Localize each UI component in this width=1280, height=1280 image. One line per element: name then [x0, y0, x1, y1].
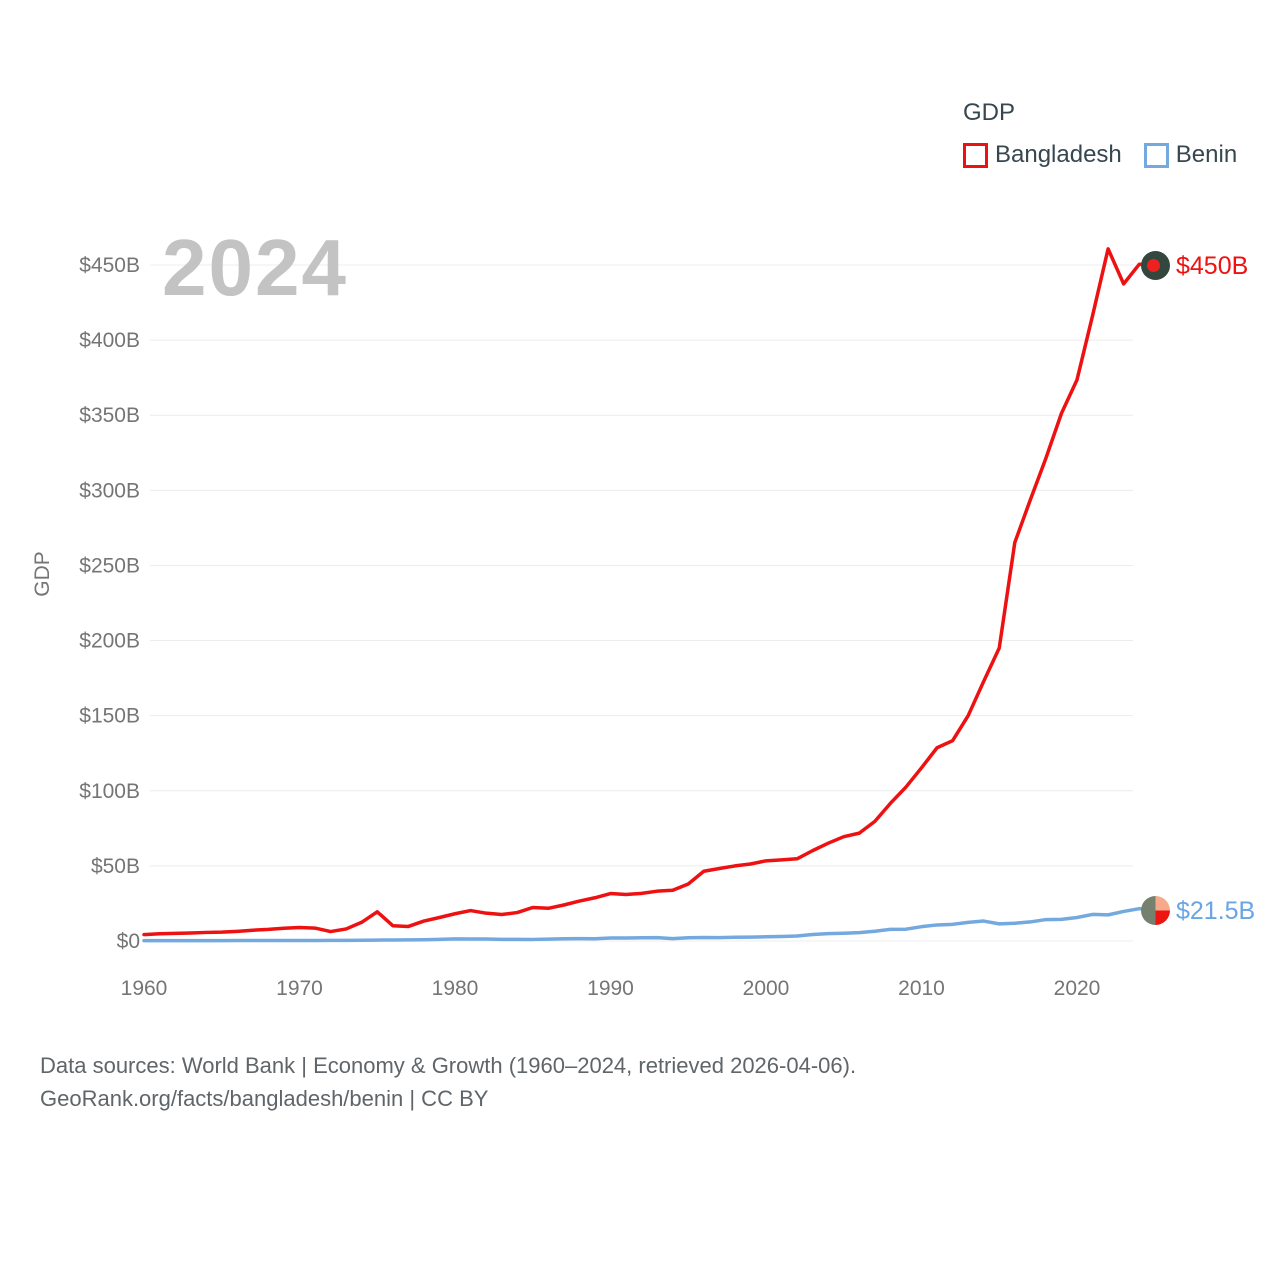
x-tick-label: 1980 [432, 977, 479, 1000]
y-tick-label: $0 [117, 930, 140, 953]
watermark-year: 2024 [162, 223, 348, 312]
y-tick-label: $300B [79, 479, 140, 502]
footer-data-sources: Data sources: World Bank | Economy & Gro… [40, 1053, 857, 1078]
x-tick-label: 2000 [743, 977, 790, 1000]
x-tick-label: 2010 [898, 977, 945, 1000]
legend-item-bangladesh[interactable]: Bangladesh [963, 141, 1122, 169]
x-tick-label: 1990 [587, 977, 634, 1000]
y-tick-label: $150B [79, 705, 140, 728]
bangladesh-end-value-label: $450B [1176, 252, 1249, 280]
legend: GDP Bangladesh Benin [963, 99, 1237, 169]
y-axis-title: GDP [30, 551, 54, 597]
y-tick-label: $450B [79, 254, 140, 277]
benin-swatch-icon [1143, 142, 1169, 168]
bangladesh-swatch-icon [963, 142, 988, 168]
x-tick-label: 1960 [121, 977, 168, 1000]
legend-items: Bangladesh Benin [963, 141, 1237, 169]
benin-line [142, 906, 1141, 943]
bangladesh-flag-icon [1141, 251, 1170, 280]
x-tick-label: 2020 [1054, 977, 1101, 1000]
y-tick-label: $50B [91, 855, 140, 878]
legend-item-benin[interactable]: Benin [1143, 141, 1238, 169]
y-tick-label: $350B [79, 404, 140, 427]
bangladesh-line [142, 247, 1141, 937]
benin-end-value-label: $21.5B [1176, 897, 1256, 925]
footer-attribution: GeoRank.org/facts/bangladesh/benin | CC … [40, 1086, 489, 1111]
legend-title: GDP [963, 99, 1016, 126]
y-tick-label: $100B [79, 780, 140, 803]
benin-flag-icon [1141, 896, 1170, 925]
legend-label-benin: Benin [1175, 141, 1238, 168]
legend-label-bangladesh: Bangladesh [995, 141, 1122, 168]
y-tick-label: $400B [79, 329, 140, 352]
y-tick-label: $250B [79, 554, 140, 577]
bangladesh-flag-disc [1147, 259, 1160, 272]
x-tick-label: 1970 [276, 977, 323, 1000]
y-tick-label: $200B [79, 630, 140, 653]
footer: Data sources: World Bank | Economy & Gro… [40, 1049, 856, 1115]
